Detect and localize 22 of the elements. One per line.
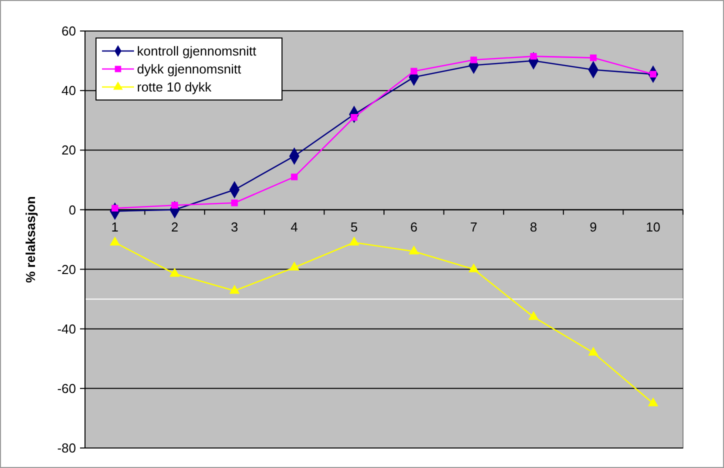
y-tick-label: -60 [57,380,76,396]
x-tick-label: 3 [230,220,238,235]
x-tick-label: 2 [171,220,178,235]
y-tick-label: 20 [62,142,76,158]
y-tick-label: -40 [57,321,76,336]
x-tick-label: 6 [410,220,418,235]
y-axis-title: % relaksasjon [23,196,38,283]
y-tick-label: 40 [62,83,76,98]
x-tick-label: 7 [470,220,478,235]
x-tick-label: 5 [350,220,358,235]
y-tick-label: 60 [62,24,76,39]
x-tick-label: 8 [530,220,538,235]
y-tick-label: -80 [57,440,76,456]
legend-label: kontroll gjennomsnitt [137,44,257,59]
legend-label: rotte 10 dykk [137,80,212,95]
x-tick-label: 4 [290,220,298,235]
y-tick-label: -20 [57,262,76,277]
y-tick-label: 0 [68,202,76,218]
x-tick-label: 9 [590,220,597,235]
x-tick-label: 1 [111,220,119,235]
x-tick-label: 10 [646,220,660,235]
legend-label: dykk gjennomsnitt [137,62,242,77]
